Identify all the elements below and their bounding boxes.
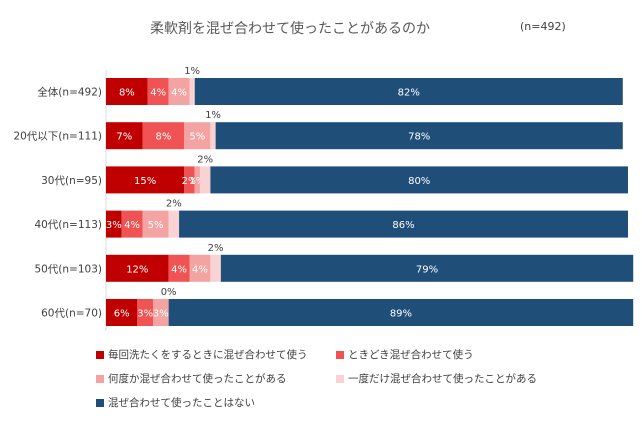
chart-subtitle: (n=492) — [520, 20, 566, 33]
data-label: 1% — [205, 110, 221, 121]
data-label: 15% — [134, 176, 156, 187]
bar-segment — [189, 254, 211, 282]
data-label: 1% — [189, 176, 205, 187]
data-label: 89% — [390, 309, 412, 320]
data-label: 2% — [197, 154, 213, 165]
bar-segment — [184, 166, 195, 194]
data-label: 82% — [398, 88, 420, 99]
data-label: 4% — [171, 264, 187, 275]
data-label: 5% — [189, 132, 205, 143]
data-label: 6% — [114, 309, 130, 320]
bar-segment — [152, 299, 169, 326]
chart-legend: 毎回洗たくをするときに混ぜ合わせて使う ときどき混ぜ合わせて使う何度か混ぜ合わせて… — [96, 348, 616, 418]
data-label: 2% — [182, 176, 198, 187]
legend-label: ときどき混ぜ合わせて使う — [348, 348, 474, 361]
bar-segment — [168, 299, 634, 326]
bar-segment — [194, 78, 623, 105]
bar-segment — [137, 299, 153, 326]
data-label: 1% — [184, 66, 200, 77]
data-label: 3% — [153, 309, 169, 320]
data-label: 3% — [106, 220, 122, 231]
data-label: 4% — [192, 264, 208, 275]
category-tick-label: 全体(n=492) — [37, 86, 102, 99]
bar-segment — [168, 254, 190, 282]
bar-segment — [215, 122, 623, 150]
chart-plot-area: 全体(n=492) 8% 4% 4%1%82%20代以下(n=111) 7% 8% 5%1%… — [13, 66, 634, 331]
legend-item: 毎回洗たくをするときに混ぜ合わせて使う — [96, 348, 308, 362]
bar-segment — [199, 166, 211, 194]
data-label: 7% — [116, 132, 132, 143]
category-tick-label: 40代(n=113) — [34, 219, 102, 231]
bar-segment — [168, 78, 190, 105]
bar-segment — [106, 166, 185, 194]
data-label: 4% — [124, 220, 140, 231]
legend-swatch — [336, 351, 344, 359]
data-label: 80% — [408, 176, 430, 187]
legend-label: 毎回洗たくをするときに混ぜ合わせて使う — [108, 348, 308, 361]
bar-segment — [142, 210, 169, 238]
legend-item: 一度だけ混ぜ合わせて使ったことがある — [336, 372, 537, 386]
bar-segment — [220, 254, 634, 282]
legend-swatch — [336, 375, 344, 383]
bar-segment — [106, 78, 148, 105]
legend-swatch — [96, 375, 104, 383]
legend-item: 何度か混ぜ合わせて使ったことがある — [96, 372, 287, 386]
legend-swatch — [96, 351, 104, 359]
data-label: 4% — [171, 88, 187, 99]
data-label: 8% — [155, 132, 171, 143]
legend-swatch — [96, 399, 104, 407]
bar-segment — [210, 166, 628, 194]
data-label: 12% — [126, 264, 148, 275]
bar-segment — [194, 166, 200, 194]
legend-item: ときどき混ぜ合わせて使う — [336, 348, 474, 362]
bar-segment — [106, 210, 122, 238]
data-label: 5% — [148, 220, 164, 231]
bar-segment — [189, 78, 195, 105]
category-tick-label: 60代(n=70) — [41, 308, 102, 320]
data-label: 78% — [408, 132, 430, 143]
bar-segment — [147, 78, 169, 105]
bar-segment — [210, 254, 221, 282]
data-label: 2% — [208, 243, 224, 254]
data-label: 4% — [150, 88, 166, 99]
data-label: 2% — [166, 199, 182, 210]
chart-title: 柔軟剤を混ぜ合わせて使ったことがあるのか — [150, 21, 430, 37]
bar-segment — [179, 210, 628, 238]
category-tick-label: 20代以下(n=111) — [13, 131, 102, 143]
legend-label: 混ぜ合わせて使ったことはない — [108, 396, 255, 409]
data-label: 8% — [119, 88, 135, 99]
bar-segment — [184, 122, 211, 150]
category-tick-label: 50代(n=103) — [34, 263, 102, 275]
data-label: 86% — [392, 220, 414, 231]
bar-segment — [106, 254, 169, 282]
legend-label: 何度か混ぜ合わせて使ったことがある — [108, 372, 287, 385]
bar-segment — [121, 210, 143, 238]
data-label: 3% — [137, 309, 153, 320]
legend-item: 混ぜ合わせて使ったことはない — [96, 396, 255, 410]
data-label: 79% — [416, 264, 438, 275]
data-label: 0% — [161, 287, 177, 298]
bar-segment — [142, 122, 185, 150]
bar-segment — [106, 122, 143, 150]
bar-segment — [210, 122, 216, 150]
bar-segment — [106, 299, 138, 326]
legend-label: 一度だけ混ぜ合わせて使ったことがある — [348, 372, 537, 385]
bar-segment — [168, 210, 180, 238]
category-tick-label: 30代(n=95) — [41, 175, 102, 187]
